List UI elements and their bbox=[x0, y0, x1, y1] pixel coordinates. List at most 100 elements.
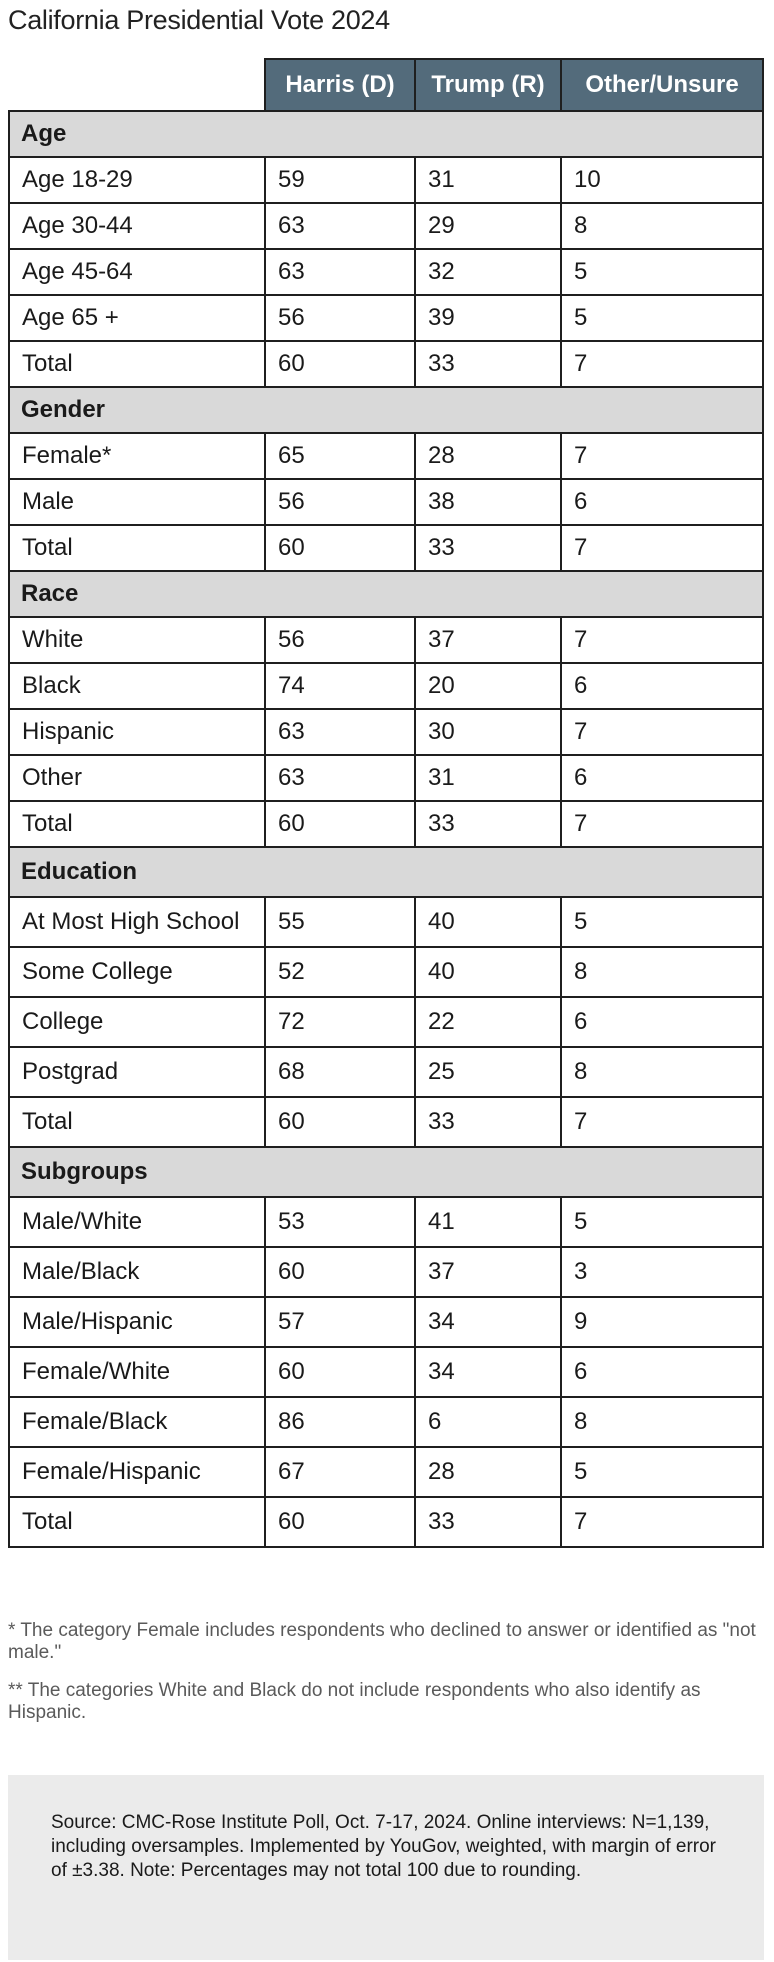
table-row: Age 30-44 63 29 8 bbox=[8, 202, 764, 250]
harris-value: 53 bbox=[264, 1196, 416, 1248]
harris-value: 60 bbox=[264, 1246, 416, 1298]
other-value: 6 bbox=[560, 662, 764, 710]
harris-value: 68 bbox=[264, 1046, 416, 1098]
other-value: 7 bbox=[560, 340, 764, 388]
harris-value: 67 bbox=[264, 1446, 416, 1498]
trump-value: 29 bbox=[414, 202, 562, 250]
other-value: 8 bbox=[560, 1046, 764, 1098]
row-label: At Most High School bbox=[8, 896, 266, 948]
column-header-trump: Trump (R) bbox=[414, 58, 562, 112]
header-row: Harris (D) Trump (R) Other/Unsure bbox=[9, 58, 764, 112]
harris-value: 72 bbox=[264, 996, 416, 1048]
harris-value: 57 bbox=[264, 1296, 416, 1348]
trump-value: 28 bbox=[414, 432, 562, 480]
table-row: Some College 52 40 8 bbox=[8, 946, 764, 998]
other-value: 7 bbox=[560, 1496, 764, 1548]
harris-value: 55 bbox=[264, 896, 416, 948]
trump-value: 20 bbox=[414, 662, 562, 710]
other-value: 8 bbox=[560, 946, 764, 998]
harris-value: 63 bbox=[264, 202, 416, 250]
harris-value: 60 bbox=[264, 1346, 416, 1398]
trump-value: 22 bbox=[414, 996, 562, 1048]
section-label: Gender bbox=[8, 386, 764, 434]
trump-value: 30 bbox=[414, 708, 562, 756]
row-label: Total bbox=[8, 800, 266, 848]
harris-value: 60 bbox=[264, 524, 416, 572]
table-row: Hispanic 63 30 7 bbox=[8, 708, 764, 756]
trump-value: 39 bbox=[414, 294, 562, 342]
other-value: 8 bbox=[560, 1396, 764, 1448]
table-row: At Most High School 55 40 5 bbox=[8, 896, 764, 948]
row-label: Some College bbox=[8, 946, 266, 998]
harris-value: 63 bbox=[264, 708, 416, 756]
footnote-female: * The category Female includes responden… bbox=[8, 1620, 756, 1663]
other-value: 5 bbox=[560, 294, 764, 342]
table-body: Age Age 18-29 59 31 10 Age 30-44 63 29 8 Age 45-6… bbox=[8, 110, 764, 1548]
trump-value: 6 bbox=[414, 1396, 562, 1448]
table-row: Male/Black 60 37 3 bbox=[8, 1246, 764, 1298]
trump-value: 32 bbox=[414, 248, 562, 296]
harris-value: 56 bbox=[264, 616, 416, 664]
source-note: Source: CMC-Rose Institute Poll, Oct. 7-… bbox=[51, 1812, 716, 1881]
trump-value: 33 bbox=[414, 1096, 562, 1148]
section-row-age: Age bbox=[8, 110, 764, 158]
table-row: Total 60 33 7 bbox=[8, 800, 764, 848]
trump-value: 31 bbox=[414, 754, 562, 802]
trump-value: 28 bbox=[414, 1446, 562, 1498]
table-row: Age 18-29 59 31 10 bbox=[8, 156, 764, 204]
other-value: 7 bbox=[560, 432, 764, 480]
other-value: 5 bbox=[560, 896, 764, 948]
trump-value: 25 bbox=[414, 1046, 562, 1098]
table-row: Total 60 33 7 bbox=[8, 340, 764, 388]
harris-value: 60 bbox=[264, 340, 416, 388]
other-value: 7 bbox=[560, 616, 764, 664]
source-box: Source: CMC-Rose Institute Poll, Oct. 7-… bbox=[8, 1775, 764, 1960]
harris-value: 52 bbox=[264, 946, 416, 998]
table-row: White 56 37 7 bbox=[8, 616, 764, 664]
trump-value: 34 bbox=[414, 1346, 562, 1398]
header-blank-cell bbox=[9, 59, 265, 112]
row-label: Female/White bbox=[8, 1346, 266, 1398]
section-label: Race bbox=[8, 570, 764, 618]
trump-value: 37 bbox=[414, 1246, 562, 1298]
table-row: Female* 65 28 7 bbox=[8, 432, 764, 480]
other-value: 6 bbox=[560, 754, 764, 802]
trump-value: 38 bbox=[414, 478, 562, 526]
other-value: 10 bbox=[560, 156, 764, 204]
row-label: College bbox=[8, 996, 266, 1048]
section-label: Subgroups bbox=[8, 1146, 764, 1198]
harris-value: 63 bbox=[264, 754, 416, 802]
table-row: Age 45-64 63 32 5 bbox=[8, 248, 764, 296]
other-value: 8 bbox=[560, 202, 764, 250]
trump-value: 31 bbox=[414, 156, 562, 204]
row-label: Male/White bbox=[8, 1196, 266, 1248]
other-value: 6 bbox=[560, 478, 764, 526]
harris-value: 63 bbox=[264, 248, 416, 296]
row-label: Total bbox=[8, 524, 266, 572]
row-label: Postgrad bbox=[8, 1046, 266, 1098]
row-label: Other bbox=[8, 754, 266, 802]
other-value: 6 bbox=[560, 996, 764, 1048]
table-row: Age 65 +56 39 5 bbox=[8, 294, 764, 342]
trump-value: 33 bbox=[414, 340, 562, 388]
section-label: Education bbox=[8, 846, 764, 898]
row-label: Male/Black bbox=[8, 1246, 266, 1298]
harris-value: 86 bbox=[264, 1396, 416, 1448]
row-label: Total bbox=[8, 1496, 266, 1548]
section-row-education: Education bbox=[8, 846, 764, 898]
section-row-gender: Gender bbox=[8, 386, 764, 434]
row-label: Age 45-64 bbox=[8, 248, 266, 296]
other-value: 5 bbox=[560, 248, 764, 296]
trump-value: 33 bbox=[414, 800, 562, 848]
row-label: Black bbox=[8, 662, 266, 710]
footnote-race: ** The categories White and Black do not… bbox=[8, 1680, 701, 1723]
row-label: Female/Black bbox=[8, 1396, 266, 1448]
table-row: Female/Black 86 6 8 bbox=[8, 1396, 764, 1448]
section-label: Age bbox=[8, 110, 764, 158]
table-row: Male 56 38 6 bbox=[8, 478, 764, 526]
harris-value: 56 bbox=[264, 478, 416, 526]
other-value: 7 bbox=[560, 1096, 764, 1148]
trump-value: 40 bbox=[414, 946, 562, 998]
column-header-other: Other/Unsure bbox=[560, 58, 764, 112]
table-row: Other 63 31 6 bbox=[8, 754, 764, 802]
